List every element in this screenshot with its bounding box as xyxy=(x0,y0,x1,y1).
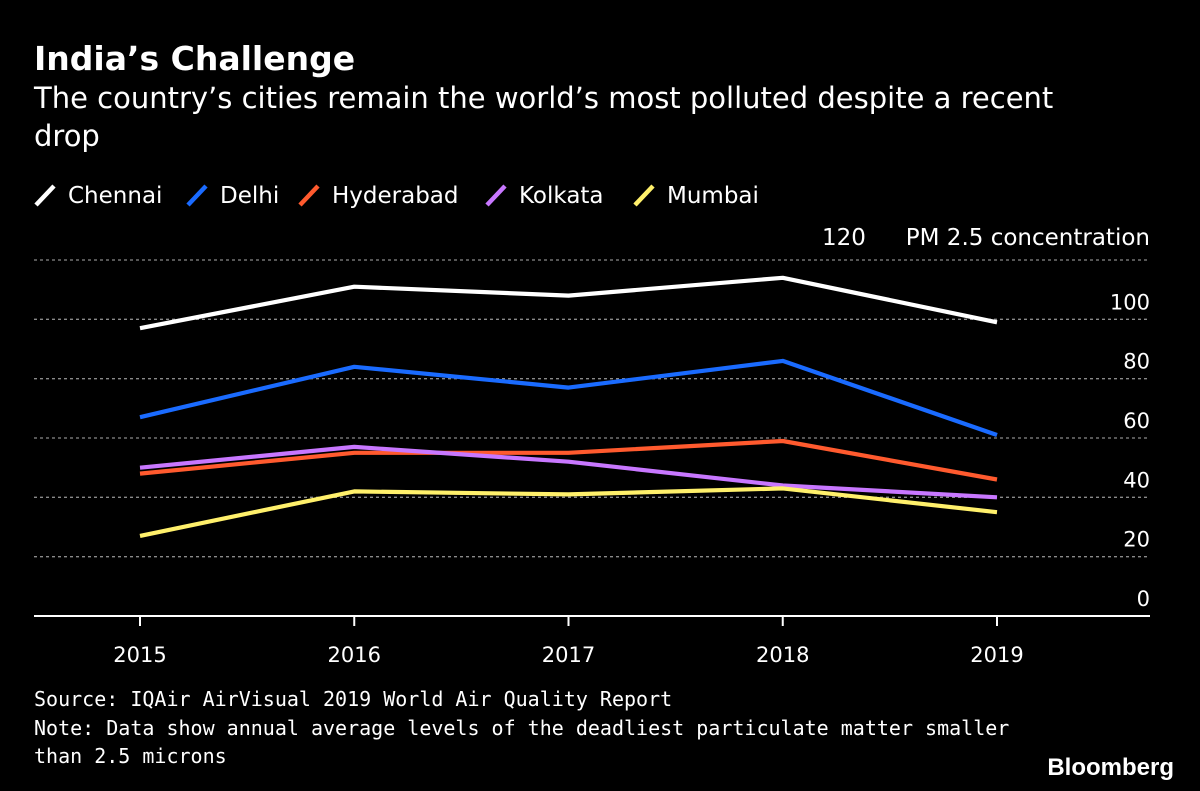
gridlines xyxy=(34,259,1150,558)
y-tick-label: 100 xyxy=(1110,290,1150,314)
footnote-line-1: Note: Data show annual average levels of… xyxy=(34,716,1009,740)
series-line-delhi xyxy=(139,358,998,437)
chart-subtitle-line-2: drop xyxy=(34,119,100,153)
legend-swatch-hyderabad xyxy=(298,184,320,207)
legend-swatch-chennai xyxy=(34,184,56,207)
y-tick-label: 120 xyxy=(822,225,866,251)
y-tick-label: 60 xyxy=(1123,409,1150,433)
series-lines xyxy=(139,275,998,538)
y-axis-ticks: 0 20 40 60 80 100 120 xyxy=(822,225,1150,611)
x-axis: 2015 2016 2017 2018 2019 xyxy=(34,615,1150,667)
legend-label-delhi: Delhi xyxy=(220,183,279,209)
x-tick-label: 2016 xyxy=(328,643,381,667)
chart-title: India’s Challenge xyxy=(34,39,355,78)
x-tick-label: 2018 xyxy=(756,643,809,667)
legend-swatch-mumbai xyxy=(633,184,655,207)
chart-subtitle-line-1: The country’s cities remain the world’s … xyxy=(33,81,1053,115)
source-note: Source: IQAir AirVisual 2019 World Air Q… xyxy=(34,687,672,711)
bloomberg-logo: Bloomberg xyxy=(1047,754,1174,781)
x-tick-label: 2017 xyxy=(542,643,595,667)
legend-label-chennai: Chennai xyxy=(68,183,162,209)
legend-label-kolkata: Kolkata xyxy=(519,183,604,209)
legend: Chennai Delhi Hyderabad Kolkata Mumbai xyxy=(34,183,759,209)
x-tick-label: 2015 xyxy=(113,643,166,667)
legend-swatch-delhi xyxy=(186,184,208,207)
legend-label-hyderabad: Hyderabad xyxy=(332,183,459,209)
y-tick-label: 40 xyxy=(1123,468,1150,492)
x-tick-label: 2019 xyxy=(970,643,1023,667)
footnote-line-2: than 2.5 microns xyxy=(34,744,227,768)
y-tick-label: 80 xyxy=(1123,350,1150,374)
y-axis-label: PM 2.5 concentration xyxy=(906,225,1150,251)
y-tick-label: 20 xyxy=(1123,528,1150,552)
series-line-mumbai xyxy=(139,486,998,538)
series-line-chennai xyxy=(139,275,998,331)
legend-swatch-kolkata xyxy=(485,184,507,207)
legend-label-mumbai: Mumbai xyxy=(667,183,759,209)
y-tick-label: 0 xyxy=(1137,587,1150,611)
